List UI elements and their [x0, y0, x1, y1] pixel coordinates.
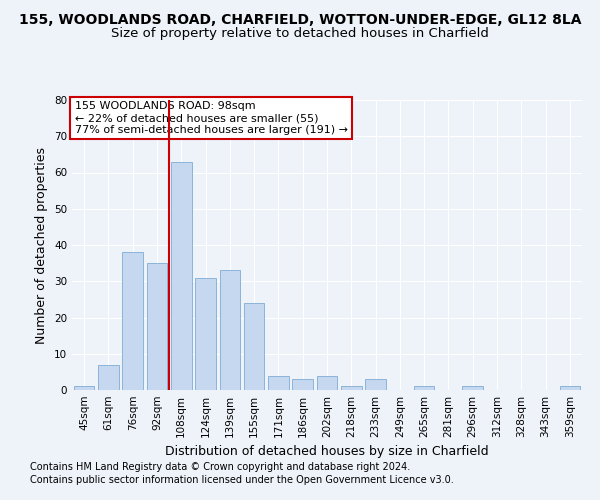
Text: Contains public sector information licensed under the Open Government Licence v3: Contains public sector information licen…	[30, 475, 454, 485]
Text: 155, WOODLANDS ROAD, CHARFIELD, WOTTON-UNDER-EDGE, GL12 8LA: 155, WOODLANDS ROAD, CHARFIELD, WOTTON-U…	[19, 12, 581, 26]
Bar	[122, 252, 143, 390]
Text: Size of property relative to detached houses in Charfield: Size of property relative to detached ho…	[111, 28, 489, 40]
Bar	[220, 270, 240, 390]
Text: 155 WOODLANDS ROAD: 98sqm
← 22% of detached houses are smaller (55)
77% of semi-: 155 WOODLANDS ROAD: 98sqm ← 22% of detac…	[74, 102, 347, 134]
Bar	[98, 364, 119, 390]
Bar	[365, 379, 386, 390]
Text: Contains HM Land Registry data © Crown copyright and database right 2024.: Contains HM Land Registry data © Crown c…	[30, 462, 410, 472]
Bar	[560, 386, 580, 390]
Bar	[74, 386, 94, 390]
Bar	[463, 386, 483, 390]
Bar	[268, 376, 289, 390]
Bar	[292, 379, 313, 390]
Bar	[171, 162, 191, 390]
Bar	[244, 303, 265, 390]
Bar	[195, 278, 216, 390]
Bar	[146, 263, 167, 390]
Bar	[414, 386, 434, 390]
Bar	[317, 376, 337, 390]
Y-axis label: Number of detached properties: Number of detached properties	[35, 146, 49, 344]
Bar	[341, 386, 362, 390]
X-axis label: Distribution of detached houses by size in Charfield: Distribution of detached houses by size …	[165, 446, 489, 458]
